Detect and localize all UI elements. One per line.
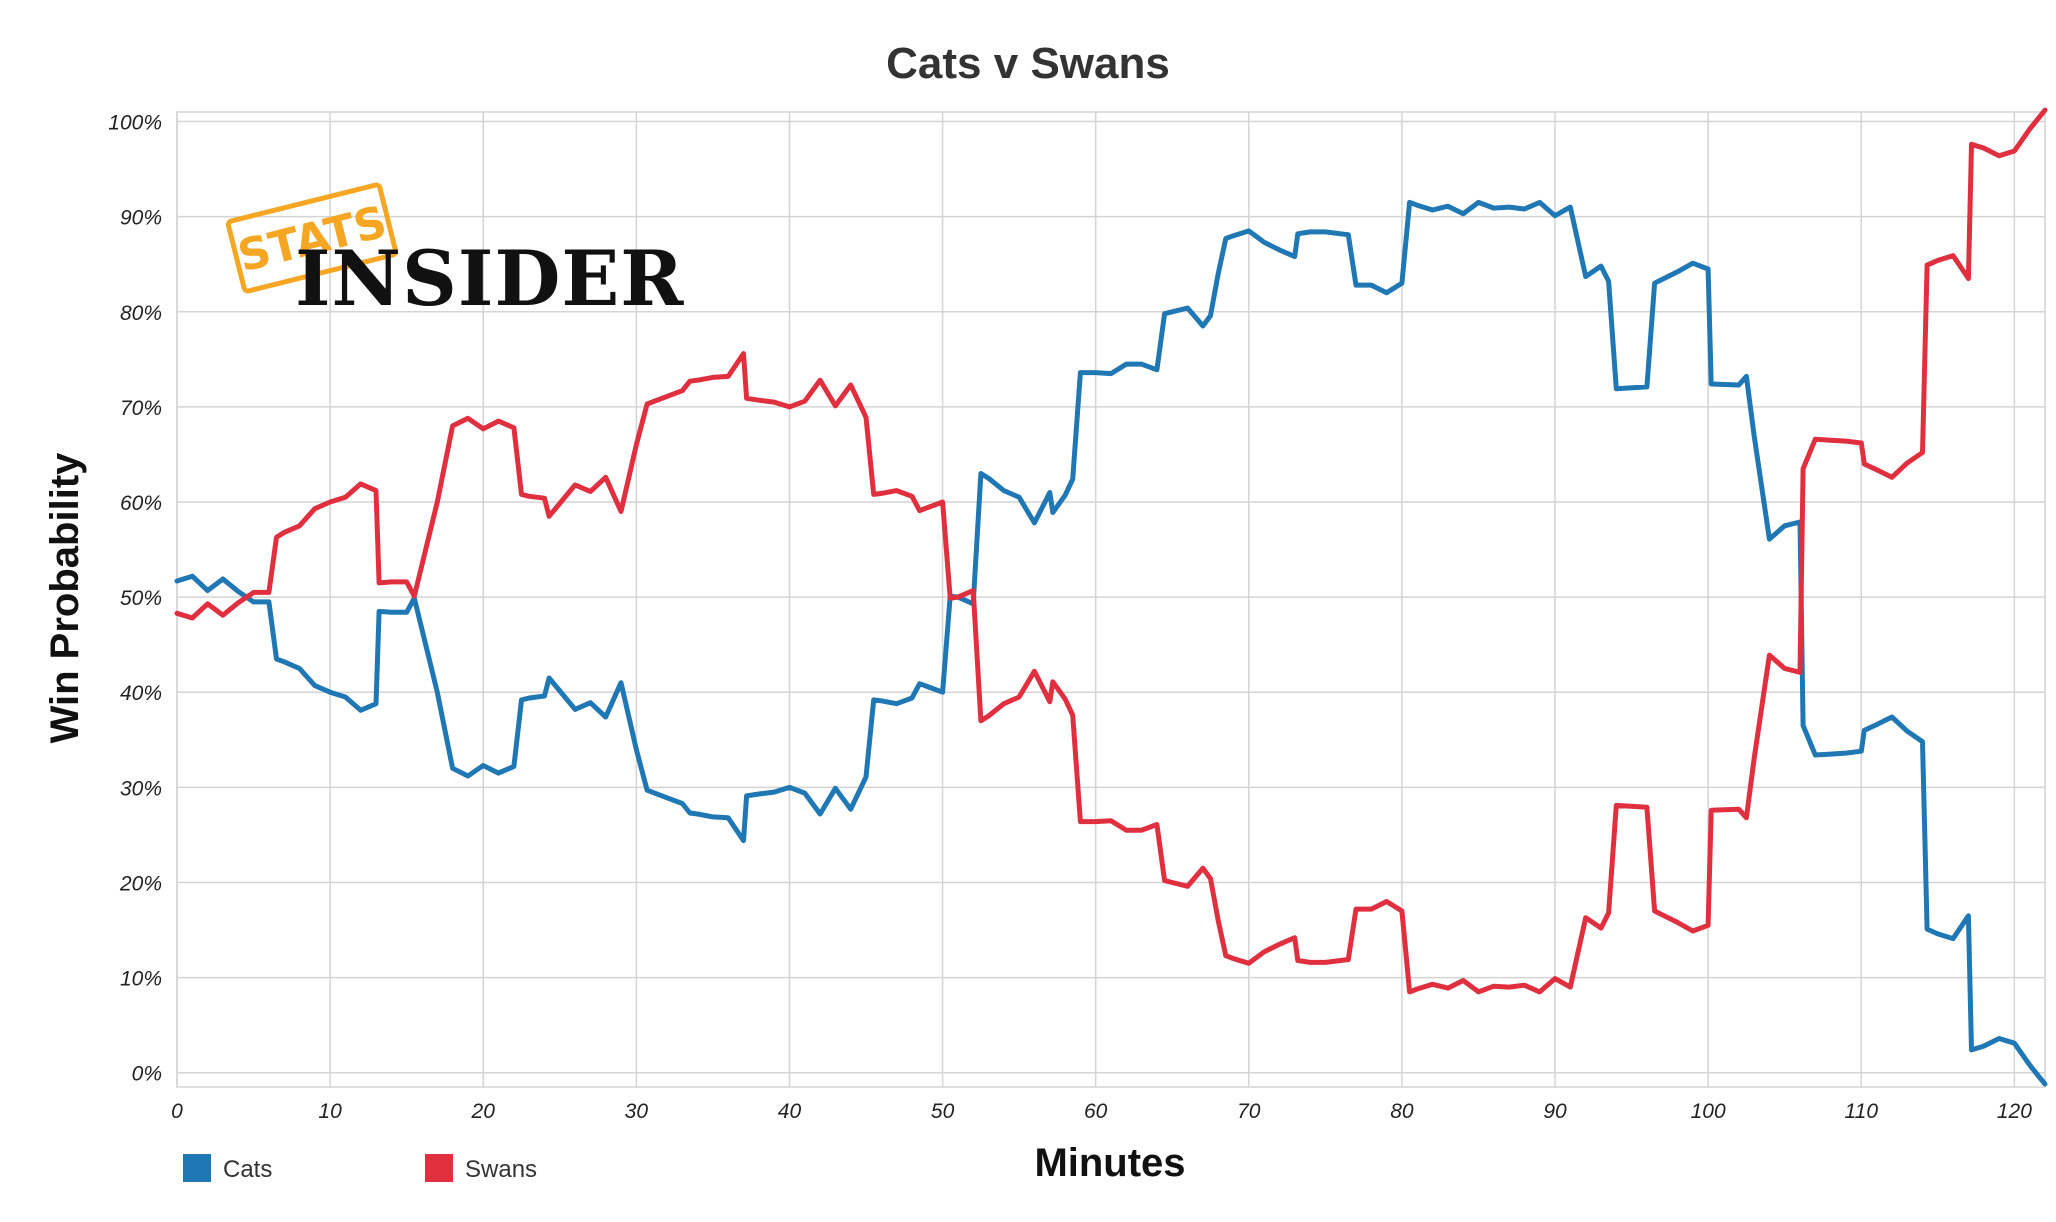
logo-insider-text: INSIDER: [295, 234, 684, 323]
x-tick-label: 10: [318, 1100, 342, 1123]
series-line-swans: [174, 107, 2048, 995]
gridlines: [176, 111, 2046, 1088]
y-tick-label: 10%: [120, 968, 162, 991]
x-tick-label: 60: [1084, 1100, 1108, 1123]
x-tick-label: 90: [1543, 1100, 1567, 1123]
legend-item-cats: Cats: [183, 1154, 272, 1183]
y-tick-label: 0%: [132, 1063, 162, 1086]
x-tick-label: 0: [171, 1100, 183, 1123]
x-axis-ticks: 0 10 20 30 40 50 60 70 80 90 100 110 120: [171, 1100, 2032, 1123]
legend-swatch: [183, 1154, 211, 1182]
logo-stamp-border: [225, 182, 399, 294]
legend-label: Swans: [465, 1156, 537, 1183]
y-tick-label: 80%: [120, 302, 162, 325]
legend-label: Cats: [223, 1156, 272, 1183]
x-tick-label: 80: [1390, 1100, 1414, 1123]
y-tick-label: 20%: [119, 872, 162, 895]
stats-insider-logo: STATS INSIDER: [225, 182, 684, 323]
y-tick-label: 70%: [120, 397, 162, 420]
x-tick-label: 50: [931, 1100, 955, 1123]
y-tick-label: 40%: [120, 682, 162, 705]
x-tick-label: 70: [1237, 1100, 1261, 1123]
x-tick-label: 100: [1691, 1100, 1726, 1123]
y-tick-label: 60%: [120, 492, 162, 515]
y-axis-ticks: 0% 10% 20% 30% 40% 50% 60% 70% 80% 90% 100%: [108, 112, 162, 1086]
legend-item-swans: Swans: [425, 1154, 537, 1183]
legend-swatch: [425, 1154, 453, 1182]
x-tick-label: 20: [471, 1100, 496, 1123]
x-tick-label: 110: [1845, 1100, 1879, 1123]
x-tick-label: 30: [625, 1100, 649, 1123]
y-tick-label: 50%: [120, 587, 162, 610]
y-axis-title: Win Probability: [43, 452, 87, 744]
y-tick-label: 30%: [120, 777, 162, 800]
y-tick-label: 90%: [120, 207, 162, 230]
series-line-cats: [174, 199, 2048, 1087]
x-tick-label: 120: [1997, 1100, 2032, 1123]
series-lines: [174, 107, 2048, 1087]
chart-title: Cats v Swans: [886, 39, 1170, 88]
y-tick-label: 100%: [108, 112, 162, 135]
x-axis-title: Minutes: [1034, 1141, 1185, 1185]
x-tick-label: 40: [778, 1100, 802, 1123]
legend: Cats Swans: [183, 1154, 537, 1183]
